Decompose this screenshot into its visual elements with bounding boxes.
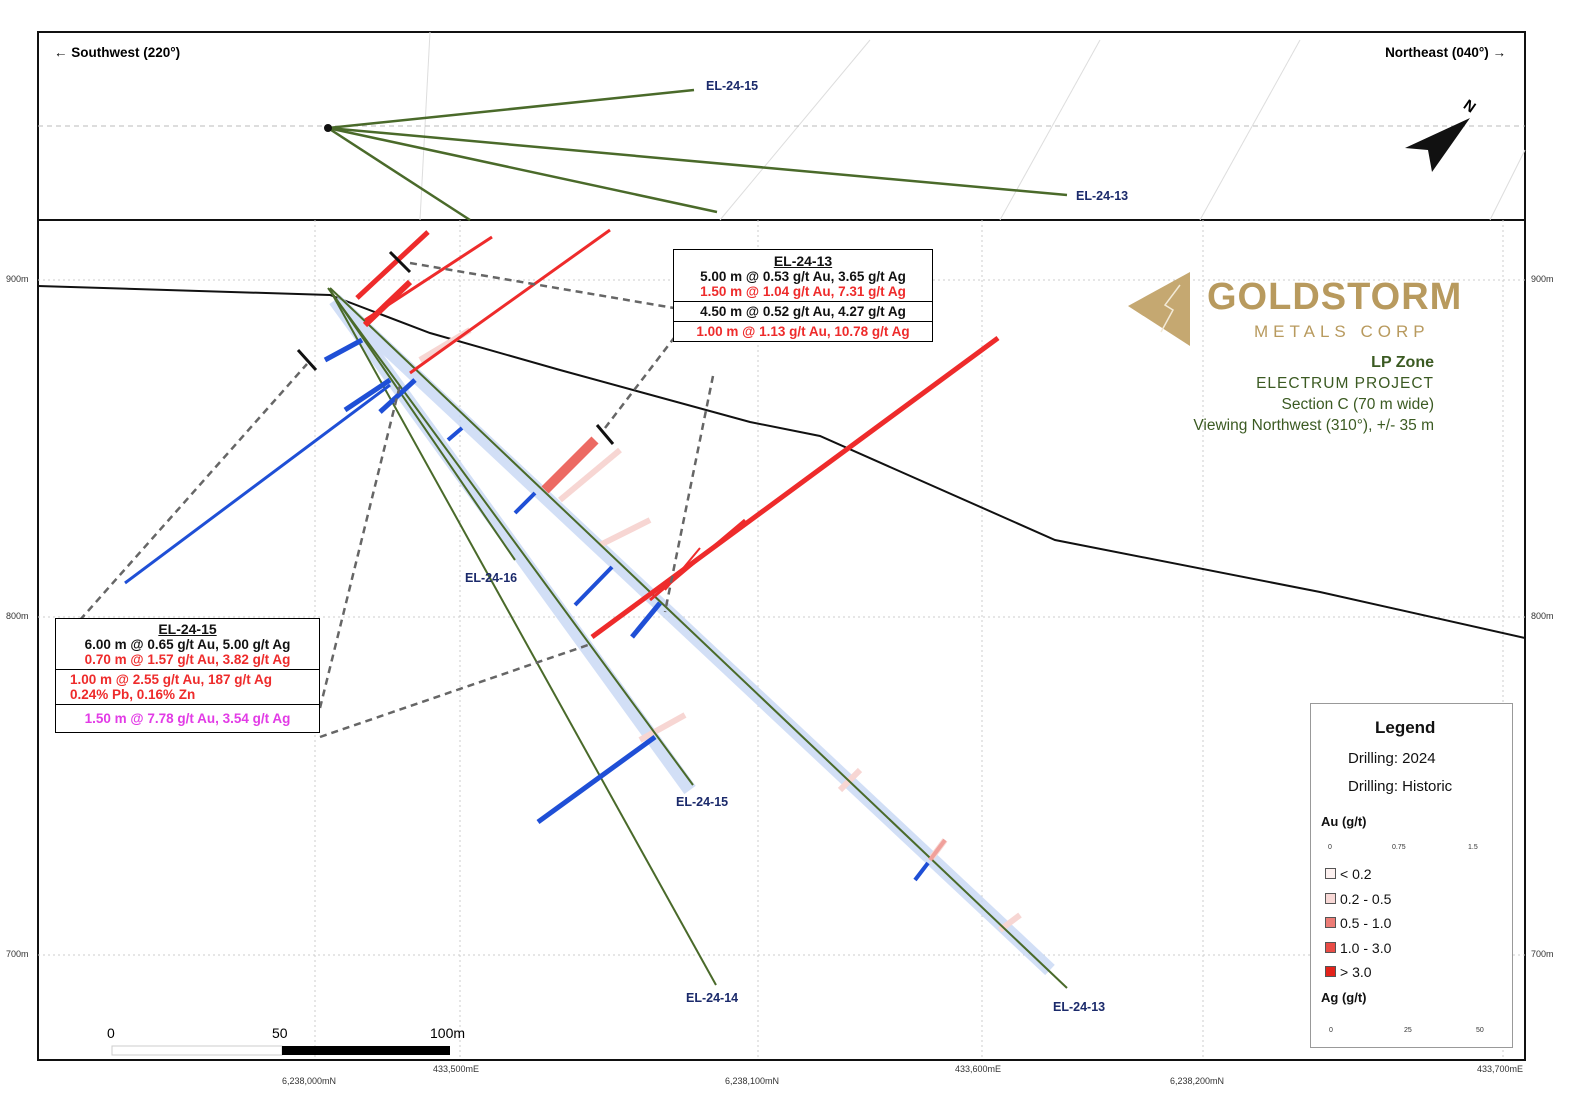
au-scale-0: 0 [1328, 844, 1332, 851]
callout-title: EL-24-15 [158, 621, 217, 637]
legend-drilling-historic: Drilling: Historic [1348, 778, 1453, 795]
intercept: 1.50 m @ 7.78 g/t Au, 3.54 g/t Ag [56, 704, 319, 732]
easting-433500: 433,500mE [433, 1064, 480, 1074]
plan-label-el-24-13: EL-24-13 [1076, 189, 1129, 203]
plan-drill-traces [327, 88, 1068, 222]
scale-50: 50 [272, 1025, 288, 1041]
elev-900-right: 900m [1531, 274, 1554, 284]
legend-au-title: Au (g/t) [1321, 814, 1367, 829]
ag-scale-0: 0 [1329, 1027, 1333, 1034]
ag-scale-max: 50 [1476, 1027, 1484, 1034]
elev-700-left: 700m [6, 949, 29, 959]
callout-leaders [79, 261, 715, 739]
au-scale-mid: 0.75 [1392, 844, 1406, 851]
intercept: 1.50 m @ 1.04 g/t Au, 7.31 g/t Ag [700, 284, 906, 299]
au-class-item: 0.5 - 1.0 [1325, 911, 1391, 936]
elev-700-right: 700m [1531, 949, 1554, 959]
au-class-label: > 3.0 [1340, 964, 1372, 981]
au-class-label: 1.0 - 3.0 [1340, 939, 1392, 956]
au-class-label: 0.2 - 0.5 [1340, 890, 1392, 907]
callout-el-24-13: EL-24-13 5.00 m @ 0.53 g/t Au, 3.65 g/t … [673, 249, 933, 342]
label-el-24-15: EL-24-15 [676, 795, 729, 809]
au-class-item: < 0.2 [1325, 862, 1391, 887]
au-class-item: 1.0 - 3.0 [1325, 936, 1391, 961]
au-class-swatch [1325, 941, 1336, 953]
ag-scale-mid: 25 [1404, 1027, 1412, 1034]
au-class-label: < 0.2 [1340, 866, 1372, 882]
au-class-swatch [1325, 868, 1336, 879]
intercept: 6.00 m @ 0.65 g/t Au, 5.00 g/t Ag [84, 637, 291, 652]
easting-433700: 433,700mE [1477, 1064, 1524, 1074]
au-scale-max: 1.5 [1468, 844, 1478, 851]
scale-bar-light [111, 1045, 283, 1056]
callout-el-24-15: EL-24-15 6.00 m @ 0.65 g/t Au, 5.00 g/t … [55, 618, 320, 733]
callout-title: EL-24-13 [773, 253, 833, 269]
northing-6238200: 6,238,200mN [1170, 1076, 1225, 1086]
view-direction: Viewing Northwest (310°), +/- 35 m [1193, 417, 1434, 434]
intercept: 1.00 m @ 2.55 g/t Au, 187 g/t Ag [70, 672, 272, 687]
au-class-item: > 3.0 [1325, 960, 1391, 985]
plan-collar [324, 124, 332, 132]
section-drill-traces [327, 287, 1068, 989]
intercept: 0.70 m @ 1.57 g/t Au, 3.82 g/t Ag [84, 652, 291, 667]
intercept: 4.50 m @ 0.52 g/t Au, 4.27 g/t Ag [674, 301, 932, 321]
label-el-24-16: EL-24-16 [465, 571, 518, 585]
au-class-swatch [1325, 917, 1336, 929]
au-class-label: 0.5 - 1.0 [1340, 915, 1392, 932]
legend-ag-title: Ag (g/t) [1321, 990, 1367, 1005]
intercept: 5.00 m @ 0.53 g/t Au, 3.65 g/t Ag [700, 269, 906, 284]
scale-0: 0 [107, 1025, 115, 1041]
direction-southwest: ← Southwest (220°) [54, 45, 181, 60]
elev-800-right: 800m [1531, 611, 1554, 621]
logo-subtitle: METALS CORP [1254, 322, 1430, 341]
plan-grid [419, 31, 1526, 221]
northing-6238100: 6,238,100mN [725, 1076, 780, 1086]
easting-433600: 433,600mE [955, 1064, 1002, 1074]
elev-800-left: 800m [6, 611, 29, 621]
au-class-swatch [1325, 966, 1336, 978]
au-class-list: < 0.2 0.2 - 0.5 0.5 - 1.0 1.0 - 3.0 > 3.0 [1325, 862, 1391, 985]
topography-line [37, 285, 1526, 639]
northing-6238000: 6,238,000mN [282, 1076, 337, 1086]
legend-drilling-2024: Drilling: 2024 [1348, 750, 1436, 767]
label-el-24-14: EL-24-14 [686, 991, 739, 1005]
north-arrow-icon [1405, 118, 1470, 172]
collar-markers [296, 250, 615, 445]
intercept-metals: 0.24% Pb, 0.16% Zn [70, 687, 196, 702]
elev-900-left: 900m [6, 274, 29, 284]
au-class-item: 0.2 - 0.5 [1325, 887, 1391, 912]
zone-name: LP Zone [1371, 354, 1434, 371]
au-class-swatch [1325, 892, 1336, 904]
label-el-24-13: EL-24-13 [1053, 1000, 1106, 1014]
project-name: ELECTRUM PROJECT [1256, 375, 1434, 392]
legend-title: Legend [1375, 718, 1436, 737]
direction-northeast: Northeast (040°) → [1385, 45, 1506, 60]
scale-bar-dark [282, 1046, 450, 1055]
legend: Legend Drilling: 2024 Drilling: Historic… [1310, 703, 1513, 1048]
au-bars [355, 228, 1000, 862]
section-name: Section C (70 m wide) [1281, 396, 1434, 413]
plan-label-el-24-15: EL-24-15 [706, 79, 759, 93]
logo-wordmark: GOLDSTORM [1207, 276, 1463, 318]
section-info: LP Zone ELECTRUM PROJECT Section C (70 m… [1193, 352, 1434, 436]
ag-bars [124, 337, 930, 882]
logo-triangle-icon [1128, 272, 1190, 346]
intercept-group: 1.00 m @ 2.55 g/t Au, 187 g/t Ag 0.24% P… [56, 669, 319, 704]
intercept: 1.00 m @ 1.13 g/t Au, 10.78 g/t Ag [674, 321, 932, 341]
scale-100m: 100m [430, 1025, 466, 1041]
au-minor-bars [418, 327, 1022, 933]
figure-frame [37, 31, 1526, 1061]
